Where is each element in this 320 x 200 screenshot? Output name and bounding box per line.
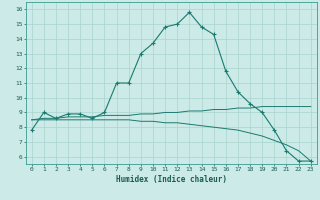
X-axis label: Humidex (Indice chaleur): Humidex (Indice chaleur) (116, 175, 227, 184)
